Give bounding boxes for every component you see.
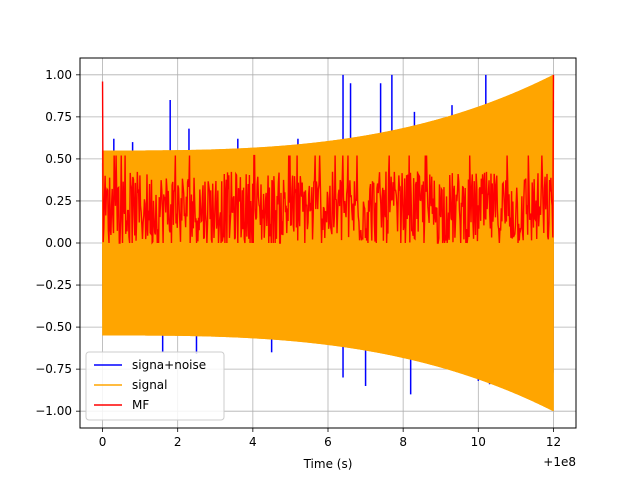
y-tick-label: 0.25 <box>45 194 72 208</box>
y-tick-label: 0.50 <box>45 152 72 166</box>
series-signal-envelope <box>102 74 554 412</box>
x-tick-label: 12 <box>546 435 561 449</box>
x-axis-ticks: 0 2 4 6 8 10 12 <box>99 428 561 449</box>
x-tick-label: 6 <box>324 435 332 449</box>
y-tick-label: −0.50 <box>35 320 72 334</box>
x-offset-label: +1e8 <box>543 455 576 469</box>
legend-label: signa+noise <box>132 358 206 372</box>
x-tick-label: 8 <box>399 435 407 449</box>
series-mf-line <box>101 74 555 245</box>
x-tick-label: 0 <box>99 435 107 449</box>
legend-label: signal <box>132 378 168 392</box>
legend: signa+noise signal MF <box>85 351 225 421</box>
legend-box <box>85 351 225 421</box>
x-tick-label: 4 <box>249 435 257 449</box>
y-tick-label: 0.00 <box>45 236 72 250</box>
y-axis-ticks: −1.00 −0.75 −0.50 −0.25 0.00 0.25 0.50 0.75 1.00 <box>35 68 80 418</box>
legend-label: MF <box>132 398 149 412</box>
y-tick-label: 0.75 <box>45 110 72 124</box>
x-axis-label: Time (s) <box>303 457 353 471</box>
x-tick-label: 10 <box>471 435 486 449</box>
y-tick-label: 1.00 <box>45 68 72 82</box>
y-tick-label: −1.00 <box>35 404 72 418</box>
y-tick-label: −0.25 <box>35 278 72 292</box>
series-layer <box>101 74 555 412</box>
y-tick-label: −0.75 <box>35 362 72 376</box>
x-tick-label: 2 <box>174 435 182 449</box>
